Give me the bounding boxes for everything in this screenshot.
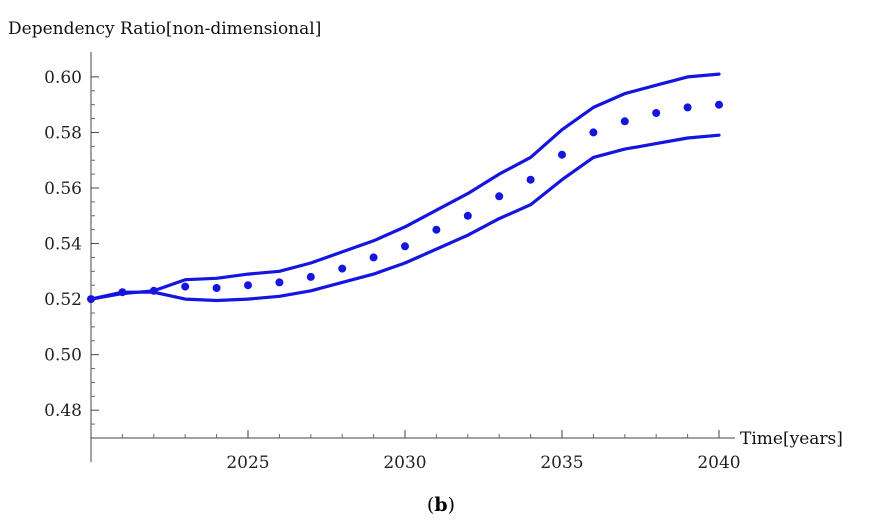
y-tick-label: 0.54 <box>44 235 82 255</box>
x-tick-label: 2025 <box>226 453 269 473</box>
mean-point <box>683 103 692 112</box>
axes: 0.48 0.50 0.52 0.54 0.56 0.58 0.60 2025 2030 2035… <box>44 52 741 473</box>
mean-point <box>558 150 566 159</box>
upper-bound-line <box>89 72 721 301</box>
mean-point <box>715 100 723 109</box>
x-axis-title: Time[years] <box>740 429 843 449</box>
y-tick-label: 0.56 <box>44 179 82 199</box>
y-tick-label: 0.58 <box>44 123 82 143</box>
y-axis-title: Dependency Ratio[non-dimensional] <box>8 19 321 39</box>
y-tick-label: 0.48 <box>44 401 82 421</box>
mean-point <box>495 192 504 201</box>
mean-point <box>463 211 472 220</box>
mean-point <box>181 282 190 291</box>
panel-caption: (b) <box>426 494 456 516</box>
mean-point <box>338 264 347 273</box>
mean-point <box>432 225 441 234</box>
mean-point <box>306 272 315 281</box>
mean-point <box>244 281 252 290</box>
y-tick-label: 0.60 <box>44 68 82 88</box>
x-tick-label: 2040 <box>697 453 740 473</box>
mean-point <box>526 175 535 184</box>
mean-point <box>212 284 221 292</box>
x-tick-label: 2035 <box>540 453 583 473</box>
mean-point <box>589 128 598 137</box>
mean-point <box>275 278 284 287</box>
y-tick-label: 0.50 <box>44 346 82 366</box>
mean-point <box>652 109 661 117</box>
x-tick-label: 2030 <box>383 453 426 473</box>
lower-bound-line <box>89 133 721 303</box>
panel-label: b <box>434 494 448 516</box>
mean-point <box>620 117 629 126</box>
y-tick-label: 0.52 <box>44 290 82 310</box>
series-layer <box>87 72 723 304</box>
mean-point <box>369 253 378 262</box>
mean-point <box>401 242 409 251</box>
